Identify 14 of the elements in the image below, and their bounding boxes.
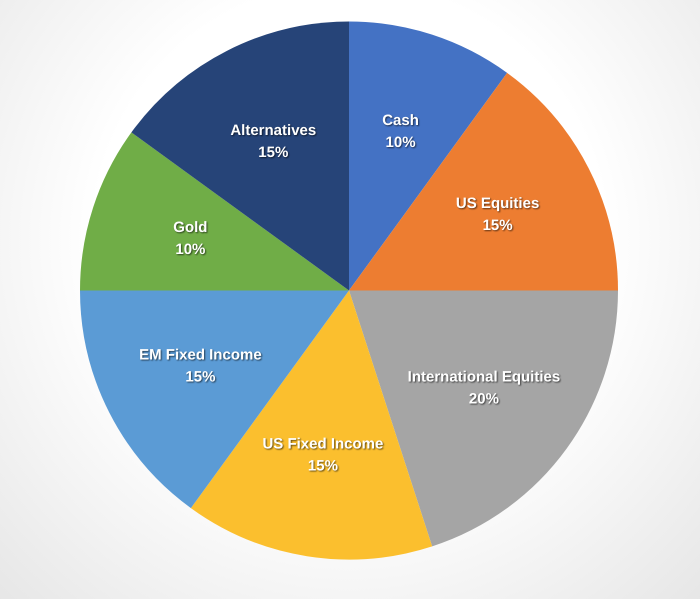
data-label: 10%: [386, 134, 416, 152]
data-label: 15%: [258, 144, 288, 162]
data-label: 10%: [175, 241, 206, 258]
data-label: 20%: [468, 390, 499, 408]
slice-label: Gold: [173, 219, 208, 236]
data-label: 15%: [308, 457, 338, 474]
data-label: 15%: [482, 216, 513, 234]
slice-label: Alternatives: [230, 122, 316, 140]
slice-label: US Fixed Income: [262, 435, 384, 452]
slice-label: International Equities: [408, 368, 560, 386]
slice-label: EM Fixed Income: [139, 346, 262, 364]
slice-label: Cash: [382, 112, 419, 130]
data-label: 15%: [185, 368, 216, 386]
slice-label: US Equities: [456, 194, 540, 212]
